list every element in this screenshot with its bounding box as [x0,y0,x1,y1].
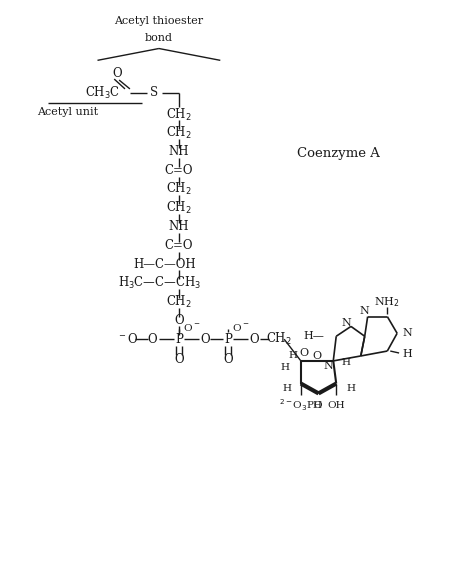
Text: NH: NH [169,145,189,158]
Text: NH: NH [169,220,189,233]
Text: CH$_2$: CH$_2$ [266,331,292,347]
Text: P: P [224,333,232,345]
Text: O: O [112,67,122,80]
Text: NH$_2$: NH$_2$ [374,295,400,309]
Text: O$^-$: O$^-$ [232,322,249,333]
Text: H—C—OH: H—C—OH [133,258,196,271]
Text: O: O [201,333,210,345]
Text: CH$_2$: CH$_2$ [166,106,192,122]
Text: H: H [312,401,321,410]
Text: CH$_2$: CH$_2$ [166,181,192,197]
Text: O: O [174,314,184,327]
Text: N: N [323,361,333,371]
Text: $^-$O: $^-$O [117,332,139,346]
Text: H: H [282,384,291,393]
Text: H: H [346,384,355,393]
Text: P: P [175,333,183,345]
Text: N: N [341,319,351,328]
Text: H: H [341,359,350,367]
Text: CH$_2$: CH$_2$ [166,125,192,141]
Text: Coenzyme A: Coenzyme A [297,148,380,161]
Text: $^{2-}$O$_3$PO: $^{2-}$O$_3$PO [279,398,323,413]
Text: N: N [402,328,412,338]
Text: H: H [289,351,298,360]
Text: S: S [150,86,158,100]
Text: H: H [280,363,289,372]
Text: O$^-$: O$^-$ [183,322,201,333]
Text: OH: OH [328,401,345,410]
Text: Acetyl thioester: Acetyl thioester [114,16,203,26]
Text: H$_3$C—C—CH$_3$: H$_3$C—C—CH$_3$ [118,275,201,291]
Text: N: N [360,305,370,316]
Text: O: O [250,333,259,345]
Text: CH$_2$: CH$_2$ [166,293,192,310]
Text: C=O: C=O [165,239,193,252]
Text: C=O: C=O [165,164,193,177]
Text: O: O [312,351,322,361]
Text: O: O [174,353,184,367]
Text: O: O [148,333,157,345]
Text: CH$_2$: CH$_2$ [166,200,192,216]
Text: O: O [299,348,309,358]
Text: O: O [223,353,233,367]
Text: CH$_3$C: CH$_3$C [85,85,120,101]
Text: Acetyl unit: Acetyl unit [37,106,99,117]
Text: bond: bond [145,33,173,43]
Text: H: H [402,349,412,359]
Text: H—: H— [303,331,324,341]
